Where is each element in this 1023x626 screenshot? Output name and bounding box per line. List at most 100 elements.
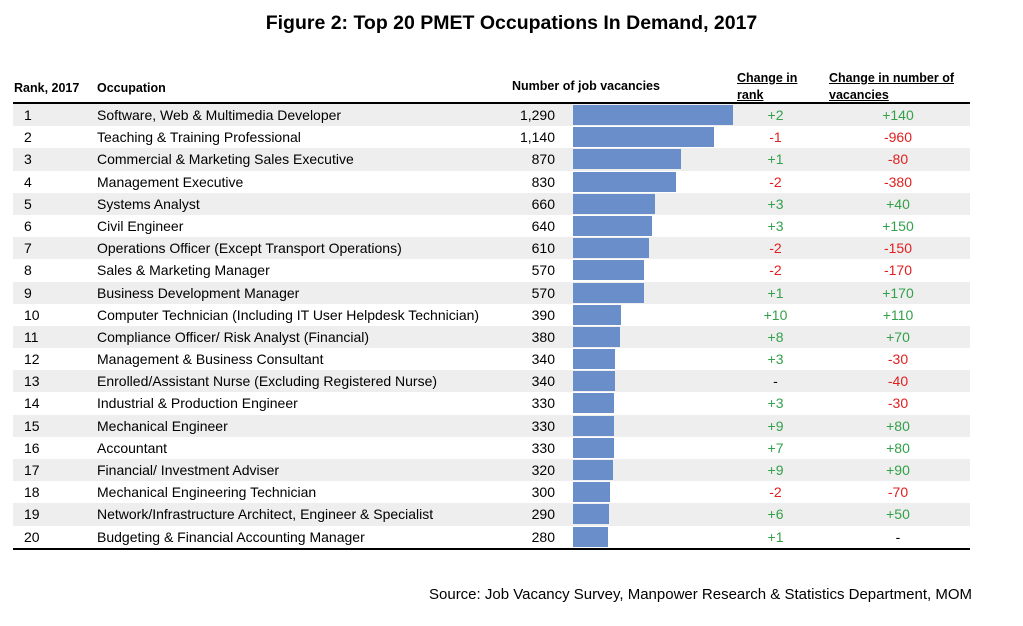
vacancies-bar	[573, 238, 649, 259]
vacancies-value-label: 300	[531, 484, 555, 501]
table-row: 18 Mechanical Engineering Technician 300 -2…	[13, 481, 970, 503]
table-row: 14 Industrial & Production Engineer 330 +3 -…	[13, 392, 970, 414]
occupation-cell: Computer Technician (Including IT User H…	[97, 306, 480, 323]
change-vacancies-cell: +70	[886, 328, 910, 345]
rank-cell: 20	[24, 528, 40, 545]
vacancies-value-label: 340	[531, 373, 555, 390]
occupation-cell: Business Development Manager	[97, 284, 300, 301]
change-rank-cell: +1	[767, 284, 784, 301]
table-row: 19 Network/Infrastructure Architect, Engi…	[13, 503, 970, 526]
table-row: 3 Commercial & Marketing Sales Executive 8…	[13, 148, 970, 171]
vacancies-value-label: 1,140	[519, 129, 555, 146]
vacancies-bar	[573, 504, 609, 525]
table-row: 13 Enrolled/Assistant Nurse (Excluding Re…	[13, 370, 970, 393]
chart-title: Figure 2: Top 20 PMET Occupations In Dem…	[265, 12, 758, 34]
occupation-cell: Commercial & Marketing Sales Executive	[97, 151, 354, 168]
change-vacancies-cell: -960	[883, 129, 913, 146]
change-rank-cell: +7	[767, 439, 784, 456]
change-vacancies-cell: -30	[887, 351, 909, 368]
vacancies-bar	[573, 460, 613, 480]
rank-cell: 8	[24, 262, 32, 279]
occupation-cell: Industrial & Production Engineer	[97, 395, 298, 412]
vacancies-value-label: 380	[531, 328, 555, 345]
change-rank-cell: +6	[767, 506, 784, 523]
rank-cell: 12	[24, 351, 40, 368]
vacancies-bar	[573, 437, 614, 458]
rank-cell: 17	[24, 462, 40, 478]
change-vacancies-cell: +80	[886, 417, 910, 434]
change-vacancies-cell: -150	[883, 240, 913, 257]
occupation-cell: Financial/ Investment Adviser	[97, 462, 280, 478]
table-row: 20 Budgeting & Financial Accounting Manag…	[13, 526, 970, 548]
vacancies-value-label: 330	[531, 417, 555, 434]
change-vacancies-cell: +90	[886, 462, 910, 478]
change-rank-cell: +9	[767, 462, 784, 478]
rank-cell: 13	[24, 373, 40, 390]
occupation-cell: Sales & Marketing Manager	[97, 262, 270, 279]
rank-cell: 6	[24, 217, 32, 234]
occupation-cell: Mechanical Engineer	[97, 417, 228, 434]
change-rank-cell: -2	[769, 173, 782, 190]
change-rank-cell: +9	[767, 417, 784, 434]
vacancies-value-label: 570	[531, 284, 555, 301]
table-row: 16 Accountant 330 +7 +80	[13, 437, 970, 459]
occupation-cell: Civil Engineer	[97, 217, 184, 234]
rank-cell: 15	[24, 417, 40, 434]
vacancies-bar	[573, 215, 653, 236]
change-rank-cell: +1	[767, 528, 784, 545]
change-vacancies-cell: -70	[887, 484, 909, 501]
change-vacancies-cell: -170	[883, 262, 913, 279]
vacancies-bar	[573, 526, 608, 547]
header-occupation: Occupation	[97, 81, 166, 95]
change-rank-cell: -2	[769, 240, 782, 257]
vacancies-bar	[573, 349, 616, 370]
vacancies-bar	[573, 193, 655, 214]
change-rank-cell: -2	[769, 262, 782, 279]
table-row: 2 Teaching & Training Professional 1,140 -1…	[13, 126, 970, 148]
vacancies-value-label: 340	[531, 351, 555, 368]
table-row: 15 Mechanical Engineer 330 +9 +80	[13, 414, 970, 437]
vacancies-bar	[573, 326, 621, 347]
rank-cell: 11	[24, 328, 39, 345]
header-change-vacancies: Change in number of vacancies	[829, 71, 954, 102]
occupation-cell: Management & Business Consultant	[97, 351, 324, 368]
change-rank-cell: +3	[767, 351, 784, 368]
rank-cell: 10	[24, 306, 40, 323]
vacancies-bar	[573, 482, 611, 503]
change-rank-cell: -	[773, 373, 778, 390]
table-row: 10 Computer Technician (Including IT User…	[13, 304, 970, 326]
change-vacancies-cell: -40	[887, 373, 909, 390]
change-vacancies-cell: -	[895, 528, 901, 545]
change-rank-cell: +3	[767, 395, 784, 412]
rank-cell: 18	[24, 484, 40, 501]
occupation-cell: Software, Web & Multimedia Developer	[97, 107, 342, 123]
header-change-rank: Change in rank	[737, 71, 798, 102]
vacancies-value-label: 610	[531, 240, 555, 257]
rank-cell: 7	[24, 240, 32, 257]
change-vacancies-cell: +80	[886, 439, 910, 456]
change-vacancies-cell: +50	[886, 506, 910, 523]
change-vacancies-cell: +110	[882, 306, 914, 323]
occupation-cell: Accountant	[97, 439, 168, 456]
change-vacancies-cell: +40	[886, 195, 910, 212]
table-bottom-rule	[13, 548, 970, 550]
header-vacancies: Number of job vacancies	[512, 79, 660, 93]
table-body: 1 Software, Web & Multimedia Developer 1,2…	[13, 104, 970, 548]
change-vacancies-cell: +140	[882, 107, 914, 123]
vacancies-bar	[573, 371, 616, 392]
vacancies-bar	[573, 171, 676, 192]
table-row: 6 Civil Engineer 640 +3 +150	[13, 215, 970, 237]
occupation-cell: Mechanical Engineering Technician	[97, 484, 317, 501]
vacancies-value-label: 1,290	[519, 107, 555, 123]
source-note: Source: Job Vacancy Survey, Manpower Res…	[429, 586, 972, 603]
vacancies-bar	[573, 260, 644, 281]
vacancies-value-label: 870	[531, 151, 555, 168]
occupation-cell: Enrolled/Assistant Nurse (Excluding Regi…	[97, 373, 438, 390]
occupation-cell: Compliance Officer/ Risk Analyst (Financ…	[97, 328, 370, 345]
table-row: 11 Compliance Officer/ Risk Analyst (Fina…	[13, 325, 970, 349]
vacancies-value-label: 660	[531, 195, 555, 212]
vacancies-value-label: 330	[531, 395, 555, 412]
header-rank: Rank, 2017	[14, 81, 80, 95]
table-row: 12 Management & Business Consultant 340 +3 -…	[13, 348, 970, 370]
occupation-cell: Teaching & Training Professional	[97, 129, 301, 146]
